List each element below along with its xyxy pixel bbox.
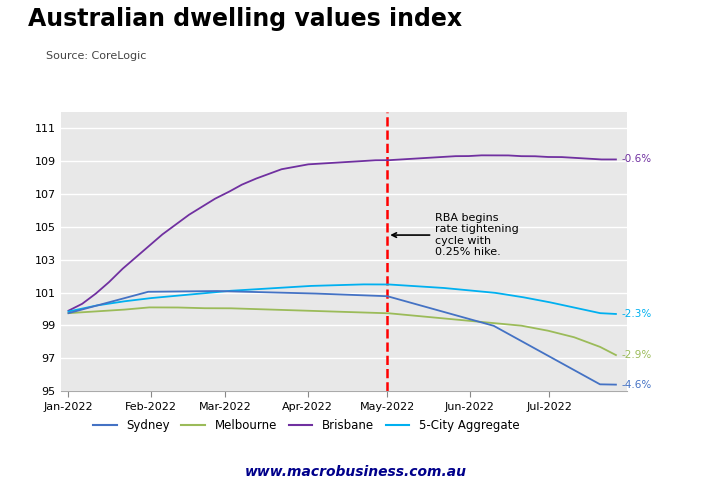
Text: RBA begins
rate tightening
cycle with
0.25% hike.: RBA begins rate tightening cycle with 0.… [392, 213, 519, 258]
Text: -4.6%: -4.6% [622, 380, 651, 390]
Text: MACRO: MACRO [567, 19, 647, 38]
Legend: Sydney, Melbourne, Brisbane, 5-City Aggregate: Sydney, Melbourne, Brisbane, 5-City Aggr… [88, 414, 524, 436]
Text: BUSINESS: BUSINESS [568, 52, 646, 66]
Text: -0.6%: -0.6% [622, 155, 651, 164]
Text: -2.9%: -2.9% [622, 350, 651, 360]
Text: Source: CoreLogic: Source: CoreLogic [46, 51, 147, 61]
Text: -2.3%: -2.3% [622, 309, 651, 319]
Text: www.macrobusiness.com.au: www.macrobusiness.com.au [245, 465, 467, 479]
Text: Australian dwelling values index: Australian dwelling values index [28, 7, 463, 31]
